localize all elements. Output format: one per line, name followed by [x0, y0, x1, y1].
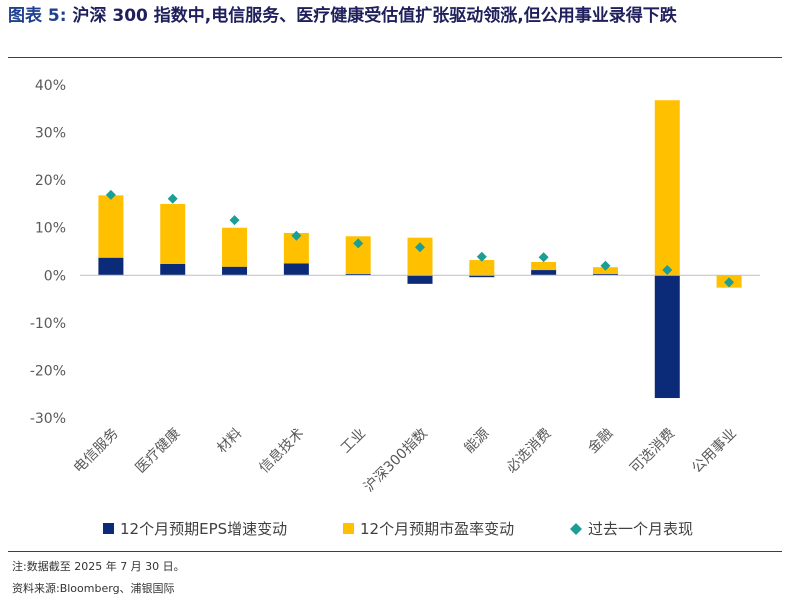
eps-bar	[592, 273, 618, 276]
performance-marker	[229, 215, 240, 226]
performance-marker	[167, 193, 178, 204]
x-tick-label: 工业	[338, 426, 369, 457]
eps-bar	[160, 263, 186, 276]
legend-label: 12个月预期市盈率变动	[360, 520, 514, 538]
stacked-bar-chart: -30% -20% -10% 0% 10% 20% 30% 40% 电信服务 医疗健康 材料 信息技…	[30, 78, 760, 538]
legend-swatch	[343, 523, 354, 534]
pe-bar	[531, 261, 557, 271]
pe-bar	[469, 260, 495, 276]
x-tick-label: 信息技术	[256, 425, 308, 477]
x-tick-label: 公用事业	[689, 426, 740, 477]
x-tick-label: 必选消费	[504, 426, 555, 477]
performance-marker	[600, 260, 611, 271]
pe-bar	[222, 227, 248, 267]
legend: 12个月预期EPS增速变动 12个月预期市盈率变动 过去一个月表现	[103, 520, 693, 538]
figure-title-text: 沪深 300 指数中,电信服务、医疗健康受估值扩张驱动领涨,但公用事业录得下跌	[72, 6, 677, 26]
y-tick-label: 30%	[35, 126, 66, 142]
x-tick-label: 医疗健康	[132, 425, 184, 477]
figure-label: 图表 5:	[8, 6, 67, 26]
pe-bar	[98, 195, 124, 258]
eps-bar	[469, 275, 495, 278]
y-tick-label: 0%	[44, 268, 66, 284]
y-tick-label: 20%	[35, 173, 66, 189]
chart-title: 图表 5: 沪深 300 指数中,电信服务、医疗健康受估值扩张驱动领涨,但公用事…	[8, 4, 782, 28]
y-tick-label: -30%	[30, 411, 66, 427]
source-note: 资料来源:Bloomberg、浦银国际	[12, 582, 175, 595]
performance-marker	[724, 277, 735, 288]
legend-label: 12个月预期EPS增速变动	[120, 520, 287, 538]
legend-swatch	[103, 523, 114, 534]
y-tick-label: -10%	[30, 316, 66, 332]
performance-marker	[105, 189, 116, 200]
pe-bar	[160, 203, 186, 264]
eps-bar	[345, 273, 371, 276]
x-tick-label: 金融	[585, 426, 616, 457]
performance-marker	[662, 265, 673, 276]
bottom-divider	[8, 551, 782, 552]
eps-bar	[222, 266, 248, 276]
performance-marker	[353, 238, 364, 249]
y-tick-label: 10%	[35, 221, 66, 237]
y-tick-label: -20%	[30, 363, 66, 379]
pe-bar	[654, 100, 680, 276]
eps-bar	[531, 270, 557, 276]
y-axis: -30% -20% -10% 0% 10% 20% 30% 40%	[30, 78, 66, 427]
eps-bar	[283, 263, 309, 276]
eps-bar	[98, 257, 124, 276]
performance-marker	[476, 251, 487, 262]
x-tick-label: 可选消费	[627, 426, 678, 477]
performance-marker	[415, 242, 425, 253]
markers-layer	[105, 189, 735, 288]
performance-marker	[291, 230, 302, 241]
x-tick-label: 电信服务	[71, 426, 122, 477]
title-divider	[8, 57, 782, 58]
y-tick-label: 40%	[35, 78, 66, 94]
x-tick-label: 材料	[214, 426, 245, 457]
performance-marker	[538, 252, 549, 263]
eps-bar	[407, 275, 433, 284]
x-tick-label: 能源	[462, 426, 493, 457]
data-note: 注:数据截至 2025 年 7 月 30 日。	[12, 560, 185, 573]
legend-swatch	[570, 523, 582, 535]
eps-bar	[654, 275, 680, 399]
x-tick-label: 沪深300指数	[361, 426, 431, 496]
legend-label: 过去一个月表现	[588, 520, 693, 538]
